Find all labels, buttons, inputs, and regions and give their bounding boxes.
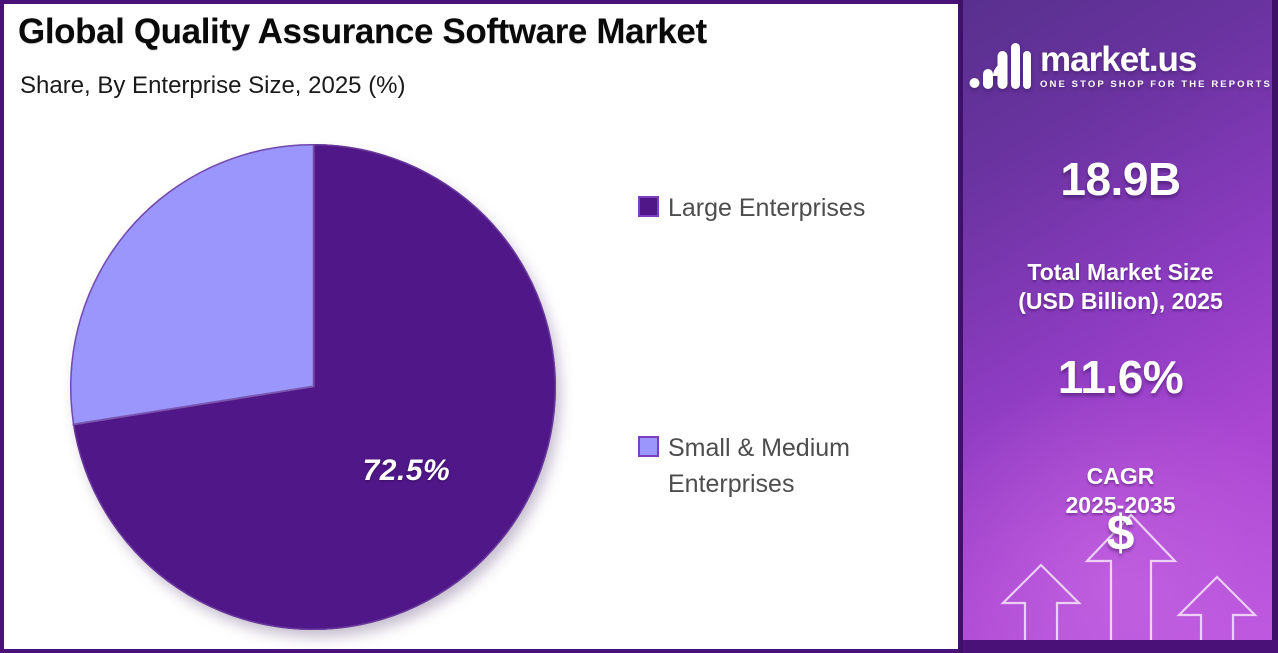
brand-stats-panel: market.us ONE STOP SHOP FOR THE REPORTS … [958,0,1278,653]
brand-logo-tagline: ONE STOP SHOP FOR THE REPORTS [1040,79,1272,90]
pie-disc[interactable] [70,144,556,630]
stat-value-market-size: 18.9B [1060,153,1181,205]
page-title: Global Quality Assurance Software Market [18,12,707,51]
stat-caption-cagr-line1: CAGR [1086,463,1155,489]
chart-card-inner: Global Quality Assurance Software Market… [4,4,962,649]
stat-caption-market-size-line2: (USD Billion), 2025 [1018,288,1223,315]
dollar-sign-icon: $ [1106,505,1135,561]
stat-caption-cagr-line2: 2025-2035 [1065,492,1176,519]
pie-chart: 72.5% [70,143,560,641]
legend-swatch-icon-sme [638,436,659,457]
market-us-logo-mark-icon [969,43,1032,89]
brand-logo-word: market.us [1040,40,1197,79]
legend-swatch-icon-large-enterprises [638,196,659,217]
growth-arrows-decoration [963,503,1278,653]
arrow-left-icon [1000,563,1082,653]
chart-card: Global Quality Assurance Software Market… [0,0,962,653]
brand-logo-text: market.us ONE STOP SHOP FOR THE REPORTS [1040,42,1272,90]
arrow-center-icon [1084,513,1178,653]
pie-slice-label-large-enterprises: 72.5% [362,453,451,487]
legend-label-sme: Small & Medium Enterprises [668,434,850,499]
legend-item-sme[interactable]: Small & Medium Enterprises [638,430,938,503]
arrow-right-icon [1176,575,1258,653]
stat-caption-market-size-line1: Total Market Size [1027,259,1214,285]
legend-label-large-enterprises: Large Enterprises [668,194,866,222]
stat-value-cagr: 11.6% [1057,351,1184,403]
legend-item-large-enterprises[interactable]: Large Enterprises [638,190,938,226]
stat-caption-cagr: CAGR 2025-2035 [963,462,1278,521]
panel-bottom-bar [963,640,1278,653]
brand-logo[interactable]: market.us ONE STOP SHOP FOR THE REPORTS [963,42,1278,90]
panel-glow-decoration [963,373,1278,653]
page-subtitle: Share, By Enterprise Size, 2025 (%) [20,72,406,99]
stat-caption-market-size: Total Market Size (USD Billion), 2025 [963,258,1278,317]
